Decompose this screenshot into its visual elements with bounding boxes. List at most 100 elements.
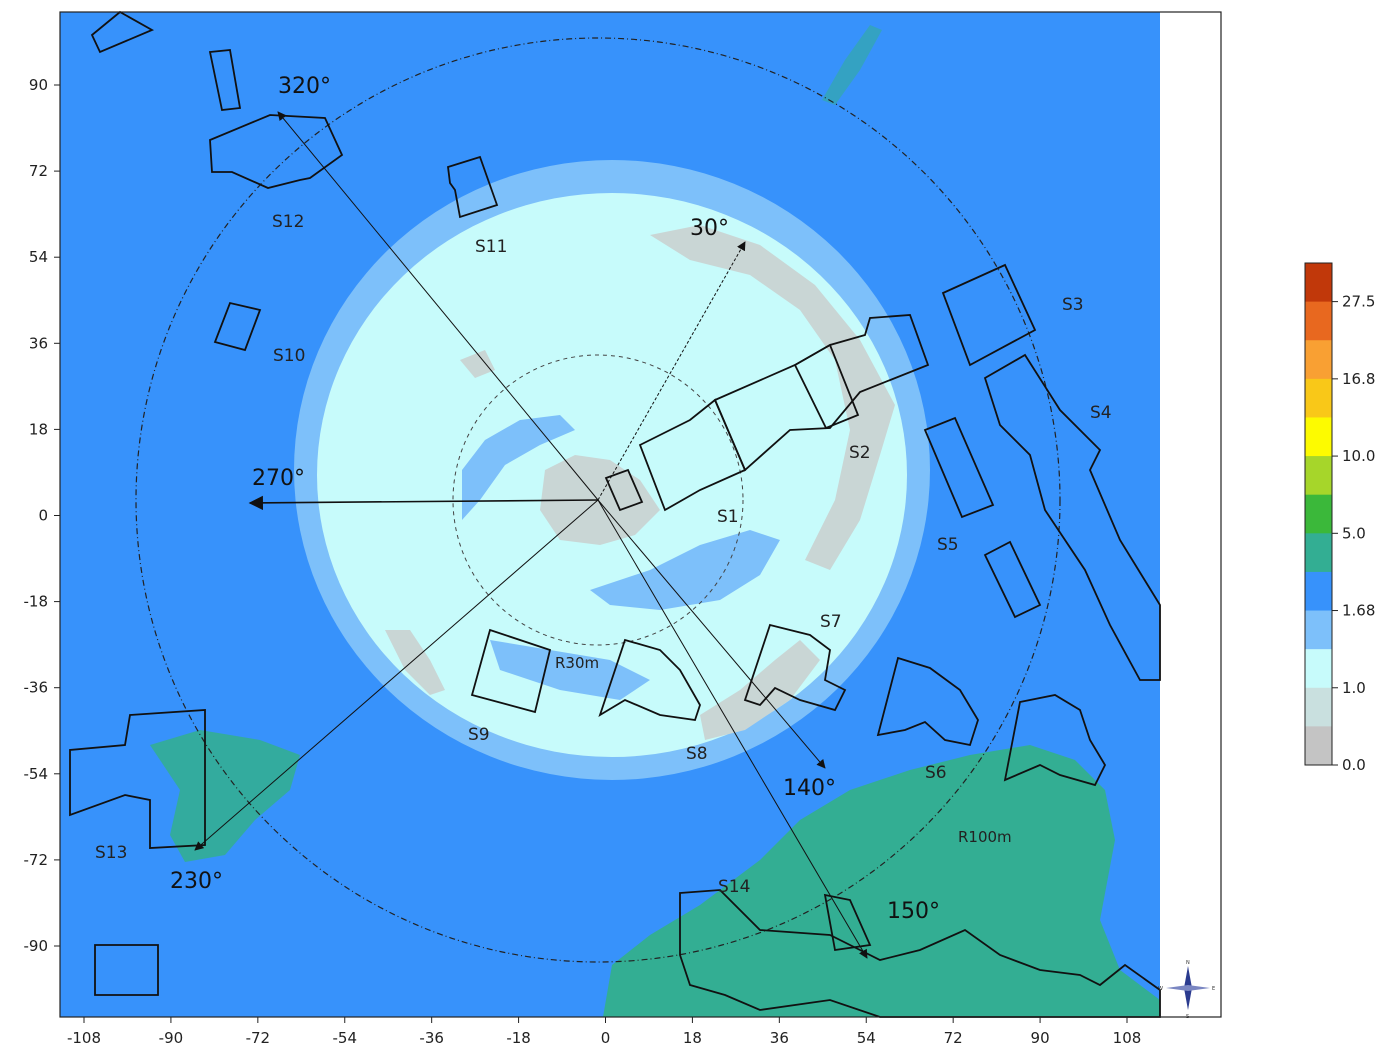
label-s8: S8 [686,744,708,764]
label-s12: S12 [272,212,304,232]
building-s7 [743,623,847,712]
compass-e: E [1212,986,1215,992]
building-s12 [209,114,344,189]
field-grey-south [700,640,820,740]
field-grey-northeast [650,225,895,570]
y-axis: 90 72 54 36 18 0 -18 -36 -54 -72 -90 [24,76,60,955]
y-tick-label: 72 [29,162,48,180]
label-r30: R30m [555,654,599,672]
y-tick-label: -36 [24,679,49,697]
field-green-southeast [603,745,1160,1017]
label-dir-270: 270° [252,466,305,491]
x-tick-label: 18 [683,1029,702,1047]
label-dir-30: 30° [690,216,729,241]
label-s1: S1 [717,507,739,527]
field-green-streak-north [822,25,882,105]
x-tick-label: 0 [601,1029,611,1047]
label-dir-320: 320° [278,74,331,99]
label-s10: S10 [273,346,305,366]
building-s5 [923,416,995,519]
field-swirl-blue-2 [462,415,575,520]
compass-w: W [1158,986,1163,992]
colorbar: 27.5 16.8 10.0 5.0 1.68 1.0 0.0 [1304,262,1375,774]
label-s7: S7 [820,612,842,632]
colorbar-label: 1.0 [1342,679,1366,697]
building-sw-corner [94,944,159,996]
y-tick-label: -90 [24,937,49,955]
label-s14: S14 [718,877,750,897]
building-s6b [1003,694,1107,787]
field-swirl-grey-center [540,455,660,545]
colorbar-label: 5.0 [1342,524,1366,542]
colorbar-swatch [1305,687,1332,727]
direction-arrow-150 [597,499,868,959]
compass-rose: N S E W [1158,960,1215,1020]
y-tick-label: -54 [24,765,49,783]
x-axis: -108 -90 -72 -54 -36 -18 0 18 36 54 72 90 108 [67,1017,1141,1047]
colorbar-label: 1.68 [1342,602,1375,620]
label-s3: S3 [1062,295,1084,315]
y-tick-label: -72 [24,851,49,869]
x-tick-label: 54 [857,1029,876,1047]
y-tick-label: 90 [29,76,48,94]
label-s5: S5 [937,535,959,555]
y-tick-label: 18 [29,420,48,438]
building-s4 [983,353,1161,681]
map-labels: S1 S2 S3 S4 S5 S6 S7 S8 S9 S10 S11 S12 S… [95,74,1112,924]
colorbar-label: 27.5 [1342,293,1375,311]
label-s13: S13 [95,843,127,863]
x-tick-label: 90 [1031,1029,1050,1047]
building-nw-corner [90,10,155,54]
x-tick-label: -108 [67,1029,101,1047]
building-s5b [983,540,1042,619]
building-s12b [208,49,242,111]
building-s2-block [793,343,860,430]
field-grey-southwest [385,630,445,695]
x-tick-label: 108 [1113,1029,1142,1047]
building-s1-annex [604,468,644,512]
label-s6: S6 [925,763,947,783]
y-tick-label: 36 [29,334,48,352]
x-tick-label: 72 [944,1029,963,1047]
colorbar-swatch [1305,649,1332,689]
field-grey-west [460,350,495,378]
label-dir-150: 150° [887,899,940,924]
x-tick-label: -18 [506,1029,531,1047]
label-s9: S9 [468,725,490,745]
colorbar-swatch [1305,263,1332,303]
compass-needle-ew [1166,985,1210,991]
colorbar-swatch [1305,533,1332,573]
direction-arrow-30 [597,241,746,501]
direction-arrow-140 [597,499,826,769]
x-tick-label: -90 [159,1029,184,1047]
colorbar-swatch [1305,340,1332,380]
field-swirl-blue-1 [590,530,780,610]
label-dir-230: 230° [170,869,223,894]
colorbar-swatch [1305,378,1332,418]
colorbar-swatch [1305,456,1332,496]
colorbar-swatch [1305,494,1332,534]
colorbar-label: 10.0 [1342,447,1375,465]
label-s4: S4 [1090,403,1112,423]
direction-arrow-230 [194,499,599,851]
building-s14-mid [823,893,872,952]
colorbar-swatch [1305,417,1332,457]
x-tick-label: -72 [246,1029,271,1047]
colorbar-swatch [1305,610,1332,650]
ring-r100 [135,37,1061,963]
compass-n: N [1186,960,1190,966]
building-s8 [598,638,701,721]
colorbar-swatch [1305,726,1332,766]
y-tick-label: 0 [38,507,48,525]
label-dir-140: 140° [783,776,836,801]
building-outlines [69,10,1161,1018]
building-s13 [69,709,206,849]
x-tick-label: -54 [333,1029,358,1047]
building-s9 [470,628,552,714]
x-tick-label: -36 [419,1029,444,1047]
direction-arrow-320 [277,111,599,501]
colorbar-swatch [1305,571,1332,612]
ring-r30 [452,354,744,646]
